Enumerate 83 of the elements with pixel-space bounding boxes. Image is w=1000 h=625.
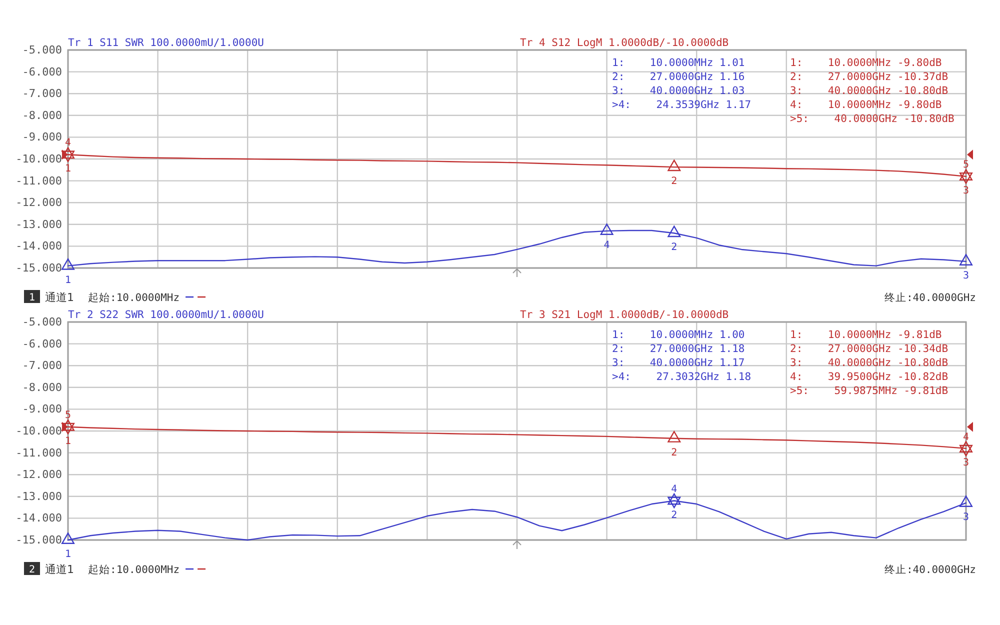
y-tick-label: -11.000	[16, 446, 62, 460]
annotation: 4	[671, 484, 678, 495]
annotation: 2	[671, 447, 678, 458]
y-tick-label: -6.000	[22, 65, 62, 78]
annotation: 3	[962, 512, 970, 523]
text: 起始:10.0000MHz	[88, 564, 180, 576]
point	[600, 224, 614, 235]
text: 起始:10.0000MHz	[88, 292, 180, 304]
annotation: 2: 27.0000GHz 1.18	[612, 343, 745, 355]
annotation: 1: 10.0000MHz -9.81dB	[790, 329, 942, 341]
point	[62, 258, 74, 270]
text: 终止:40.0000GHz	[884, 291, 976, 304]
point	[62, 532, 74, 544]
annotation: 4	[962, 432, 970, 443]
annotation: 4	[604, 240, 610, 251]
annotation: 1: 10.0000MHz -9.80dB	[790, 57, 942, 69]
annotation: 3	[962, 185, 970, 196]
point	[960, 169, 972, 180]
text: 通道1	[45, 563, 74, 576]
annotation: >4: 27.3032GHz 1.18	[612, 371, 752, 383]
point	[960, 441, 972, 452]
y-tick-label: -10.000	[16, 424, 62, 438]
annotation: 1	[64, 436, 72, 447]
text: Tr 1 S11 SWR 100.0000mU/1.0000U	[68, 37, 264, 49]
y-tick-label: -13.000	[16, 490, 62, 503]
y-tick-label: -11.000	[16, 174, 62, 188]
annotation: 1: 10.0000MHz 1.00	[612, 329, 745, 341]
y-tick-label: -15.000	[16, 262, 62, 275]
annotation: 4	[64, 138, 72, 149]
text: Tr 4 S12 LogM 1.0000dB/-10.0000dB	[520, 37, 729, 49]
text: 通道1	[45, 291, 74, 304]
annotation: 2	[671, 242, 678, 254]
y-tick-label: -14.000	[16, 512, 62, 525]
annotation: 2: 27.0000GHz -10.37dB	[790, 71, 948, 83]
y-tick-label: -8.000	[22, 380, 62, 394]
annotation: 2: 27.0000GHz -10.34dB	[790, 343, 948, 355]
annotation: >5: 59.9875MHz -9.81dB	[790, 385, 948, 397]
annotation: 5	[64, 410, 72, 421]
annotation: 4: 39.9500GHz -10.82dB	[790, 371, 948, 383]
annotation: 3	[962, 457, 970, 468]
annotation: 1	[64, 549, 72, 560]
annotation: >5: 40.0000GHz -10.80dB	[790, 113, 954, 125]
y-tick-label: -5.000	[22, 44, 62, 57]
y-tick-label: -8.000	[22, 108, 62, 122]
point	[668, 493, 681, 505]
annotation: 1	[64, 274, 72, 286]
text: 终止:40.0000GHz	[884, 563, 976, 576]
text: 1	[28, 292, 36, 304]
point	[960, 496, 972, 507]
annotation: 3: 40.0000GHz -10.80dB	[790, 85, 948, 97]
annotation: 2	[671, 510, 678, 521]
annotation: 2: 27.0000GHz 1.16	[612, 71, 745, 83]
y-tick-label: -6.000	[22, 337, 62, 350]
text: Tr 2 S22 SWR 100.0000mU/1.0000U	[68, 309, 264, 321]
text: 2	[28, 564, 36, 576]
annotation: >4: 24.3539GHz 1.17	[612, 99, 752, 111]
point	[668, 226, 681, 238]
point	[668, 160, 681, 172]
y-tick-label: -9.000	[22, 402, 62, 416]
point	[668, 431, 681, 442]
y-tick-label: -14.000	[16, 240, 62, 253]
point	[62, 419, 74, 431]
y-tick-label: -9.000	[22, 130, 62, 144]
annotation: 4: 10.0000MHz -9.80dB	[790, 99, 942, 111]
annotation: 2	[671, 176, 678, 188]
y-tick-label: -13.000	[16, 218, 62, 231]
annotation: 1: 10.0000MHz 1.01	[612, 57, 745, 69]
annotation: 3: 40.0000GHz 1.03	[612, 85, 745, 97]
annotation: 5	[962, 159, 970, 170]
annotation: 3: 40.0000GHz 1.17	[612, 357, 745, 369]
point	[62, 147, 74, 159]
y-tick-label: -15.000	[16, 534, 62, 547]
y-tick-label: -12.000	[16, 196, 62, 210]
point	[960, 254, 972, 266]
annotation: 1	[64, 164, 72, 175]
y-tick-label: -10.000	[16, 152, 62, 166]
y-tick-label: -5.000	[22, 316, 62, 329]
y-tick-label: -7.000	[22, 359, 62, 372]
annotation: 3	[962, 270, 970, 282]
y-tick-label: -12.000	[16, 468, 62, 482]
annotation: 3: 40.0000GHz -10.80dB	[790, 357, 948, 369]
text: Tr 3 S21 LogM 1.0000dB/-10.0000dB	[520, 309, 729, 321]
y-tick-label: -7.000	[22, 87, 62, 100]
